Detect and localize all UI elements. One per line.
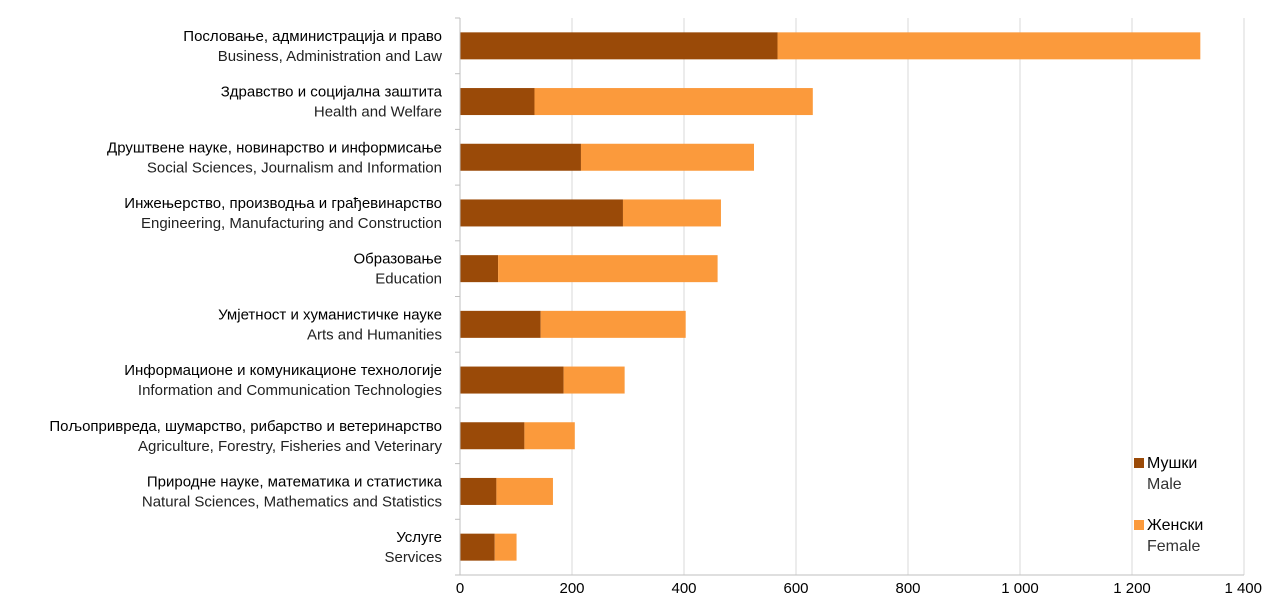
category-label-en-6: Information and Communication Technologi… — [138, 382, 442, 399]
x-tick-labels: 0 200 400 600 800 1 000 1 200 1 400 — [456, 580, 1262, 597]
x-tick-label-1: 200 — [559, 580, 584, 597]
category-label-en-7: Agriculture, Forestry, Fisheries and Vet… — [138, 438, 443, 455]
bar-male-6 — [460, 366, 564, 394]
bar-female-9 — [494, 533, 517, 561]
category-label-en-4: Education — [375, 271, 442, 288]
bar-male-9 — [460, 533, 495, 561]
x-tick-label-0: 0 — [456, 580, 464, 597]
x-tick-label-3: 600 — [783, 580, 808, 597]
category-label-en-5: Arts and Humanities — [307, 326, 442, 343]
bar-male-1 — [460, 88, 535, 116]
bar-female-0 — [777, 32, 1201, 60]
bar-male-5 — [460, 310, 541, 338]
legend: Мушки Male Женски Female — [1134, 455, 1203, 555]
x-tick-label-2: 400 — [671, 580, 696, 597]
bar-female-8 — [496, 477, 553, 505]
bar-male-7 — [460, 422, 525, 450]
legend-swatch-male — [1134, 458, 1144, 468]
bar-male-2 — [460, 143, 581, 171]
category-label-en-2: Social Sciences, Journalism and Informat… — [147, 159, 442, 176]
category-label-sr-7: Пољопривреда, шумарство, рибарство и вет… — [49, 418, 442, 435]
bar-male-8 — [460, 477, 497, 505]
bar-male-3 — [460, 199, 623, 227]
bar-female-6 — [563, 366, 625, 394]
category-label-sr-3: Инжењерство, производња и грађевинарство — [124, 195, 442, 212]
category-label-sr-6: Информационе и комуникационе технологије — [124, 362, 442, 379]
category-label-en-0: Business, Administration and Law — [218, 48, 442, 65]
category-label-sr-5: Умјетност и хуманистичке науке — [218, 306, 442, 323]
category-label-en-8: Natural Sciences, Mathematics and Statis… — [142, 493, 442, 510]
x-tick-label-5: 1 000 — [1001, 580, 1039, 597]
bar-female-3 — [622, 199, 721, 227]
category-label-sr-8: Природне науке, математика и статистика — [147, 473, 443, 490]
bar-female-2 — [580, 143, 754, 171]
category-labels: Пословање, администрација и право Busines… — [49, 28, 442, 566]
legend-label-en-0: Male — [1147, 476, 1182, 493]
category-label-sr-0: Пословање, администрација и право — [183, 28, 442, 45]
axes — [455, 17, 1244, 576]
bar-female-1 — [534, 88, 813, 116]
category-label-sr-9: Услуге — [396, 529, 442, 546]
x-tick-label-6: 1 200 — [1113, 580, 1151, 597]
bar-female-4 — [498, 255, 718, 283]
category-label-sr-1: Здравство и социјална заштита — [221, 84, 443, 101]
category-label-en-1: Health and Welfare — [314, 104, 442, 121]
x-tick-label-7: 1 400 — [1224, 580, 1262, 597]
bar-male-0 — [460, 32, 778, 60]
legend-label-sr-0: Мушки — [1147, 455, 1197, 472]
bar-female-5 — [540, 310, 686, 338]
category-label-sr-2: Друштвене науке, новинарство и информиса… — [107, 139, 442, 156]
legend-swatch-female — [1134, 520, 1144, 530]
legend-label-sr-1: Женски — [1147, 517, 1203, 534]
bars — [460, 32, 1201, 561]
category-label-en-9: Services — [384, 549, 442, 566]
bar-male-4 — [460, 255, 499, 283]
bar-female-7 — [524, 422, 575, 450]
legend-label-en-1: Female — [1147, 538, 1200, 555]
x-tick-label-4: 800 — [895, 580, 920, 597]
category-label-en-3: Engineering, Manufacturing and Construct… — [141, 215, 442, 232]
category-label-sr-4: Образовање — [354, 251, 443, 268]
